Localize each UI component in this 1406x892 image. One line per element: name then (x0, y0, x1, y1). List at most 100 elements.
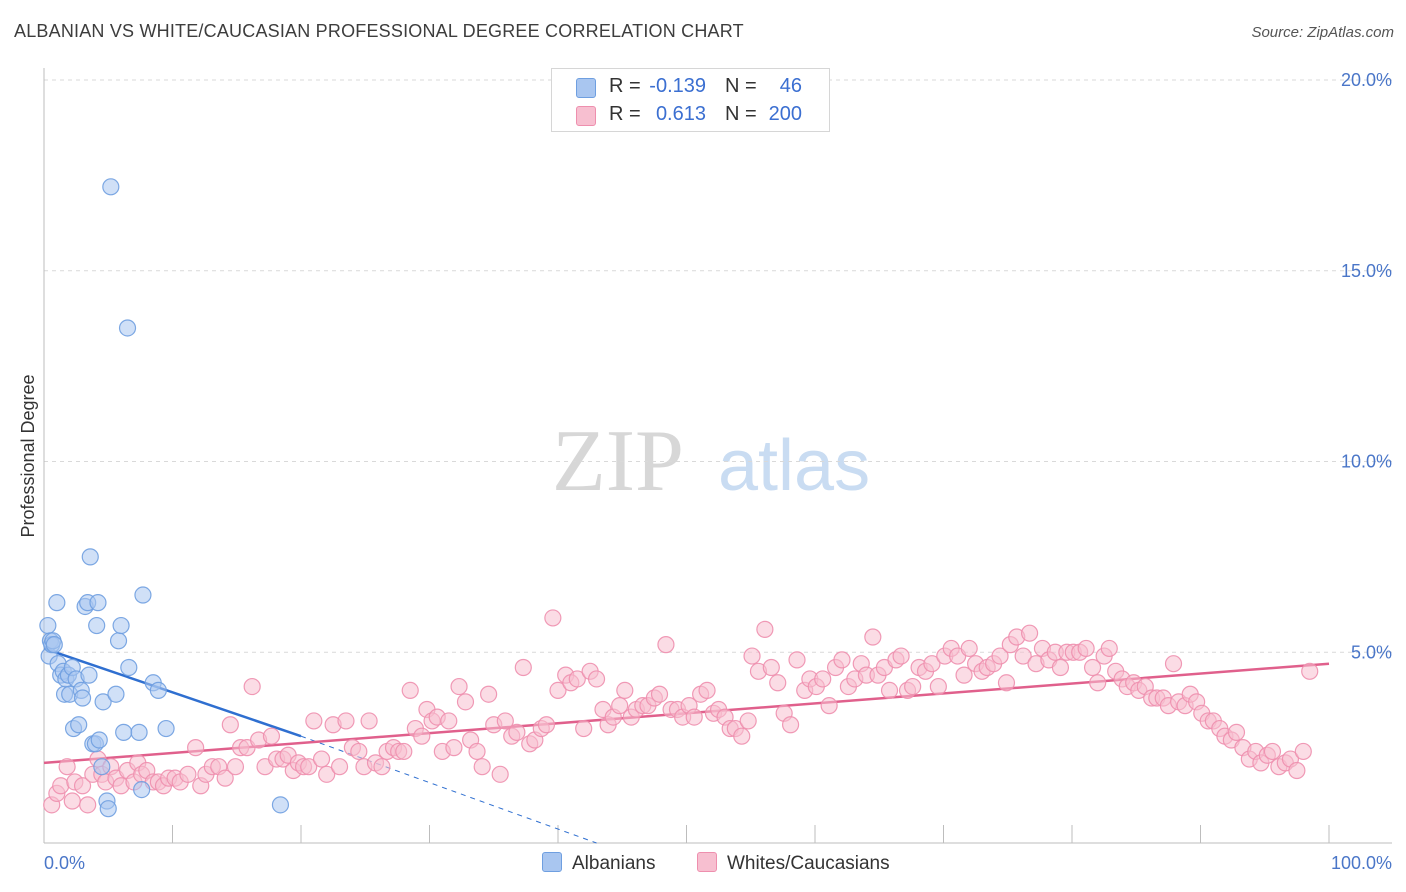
white-point (568, 670, 586, 688)
white-point (733, 727, 751, 745)
y-tick-label: 15.0% (1341, 261, 1392, 281)
white-point (318, 765, 336, 783)
white-point (997, 674, 1016, 692)
white-point (549, 681, 567, 700)
white-point (960, 639, 978, 658)
r-label: R = (609, 103, 641, 125)
white-point (1077, 639, 1095, 658)
y-tick-label: 10.0% (1341, 452, 1392, 472)
white-point (1294, 742, 1312, 761)
albanians-swatch (576, 78, 596, 98)
white-point (413, 727, 431, 745)
albanian-point (133, 780, 151, 799)
whites-legend-swatch (697, 852, 717, 872)
white-point (814, 670, 832, 688)
white-point (312, 750, 331, 768)
white-point (781, 716, 800, 734)
white-point (698, 681, 716, 700)
albanian-point (130, 723, 148, 741)
albanians-legend-swatch (542, 852, 562, 872)
white-point (1014, 647, 1032, 665)
white-point (788, 651, 806, 669)
white-point (221, 716, 239, 734)
white-point (739, 712, 757, 730)
white-point (187, 739, 205, 757)
white-point (769, 674, 787, 692)
white-point (305, 712, 323, 730)
white-point (73, 777, 92, 795)
y-tick-label: 20.0% (1341, 70, 1392, 90)
white-point (330, 758, 349, 776)
albanian-point (271, 796, 290, 814)
white-point (833, 651, 851, 669)
white-point (63, 792, 81, 810)
watermark-zip: ZIP (552, 413, 684, 510)
legend-item-albanians[interactable]: Albanians (542, 852, 655, 875)
albanians-legend-label: Albanians (572, 853, 656, 874)
white-point (216, 769, 234, 787)
white-point (491, 765, 509, 783)
white-point (373, 758, 391, 776)
white-point (820, 697, 838, 715)
n-value: 200 (768, 103, 802, 125)
white-point (360, 712, 378, 730)
white-point (1164, 655, 1183, 673)
r-value: -0.139 (649, 75, 706, 97)
white-point (450, 677, 468, 696)
white-point (456, 693, 475, 711)
white-point (1288, 761, 1306, 780)
n-value: 46 (779, 75, 802, 97)
white-point (616, 681, 634, 700)
white-point (514, 658, 532, 677)
albanian-point (99, 800, 117, 818)
albanian-point (112, 616, 130, 635)
white-point (395, 742, 413, 761)
white-point (350, 742, 368, 761)
albanian-point (118, 319, 137, 337)
white-point (904, 677, 922, 696)
white-point (496, 712, 514, 730)
legend-row-albanians: R = -0.139 N = 46 (552, 72, 829, 100)
legend-item-whites[interactable]: Whites/Caucasians (697, 852, 890, 875)
r-label: R = (609, 75, 641, 97)
albanian-point (115, 723, 133, 741)
albanian-point (157, 719, 175, 738)
albanian-point (94, 693, 112, 711)
white-point (955, 666, 973, 684)
white-point (1100, 639, 1118, 658)
albanian-point (134, 586, 152, 604)
white-point (52, 777, 70, 795)
albanian-point (45, 636, 63, 654)
x-tick-label: 100.0% (1331, 853, 1392, 873)
r-value: 0.613 (655, 103, 706, 125)
white-point (762, 658, 780, 677)
white-point (473, 758, 491, 776)
white-point (657, 636, 675, 654)
white-point (923, 655, 941, 673)
white-point (880, 681, 899, 700)
white-point (1020, 624, 1039, 642)
albanian-point (107, 685, 125, 703)
albanian-point (149, 681, 167, 700)
x-tick-label: 0.0% (44, 853, 85, 873)
albanian-point (90, 731, 108, 749)
chart-title: ALBANIAN VS WHITE/CAUCASIAN PROFESSIONAL… (14, 21, 744, 41)
white-point (544, 609, 562, 627)
albanian-point (88, 616, 106, 635)
y-axis-title: Professional Degree (18, 374, 38, 537)
albanian-point (89, 594, 107, 612)
albanians-trend-line (43, 647, 302, 738)
stats-legend: R = -0.139 N = 46 R = 0.613 N = 200 (551, 68, 830, 132)
white-point (243, 677, 261, 696)
white-point (58, 758, 76, 776)
n-label: N = (725, 75, 757, 97)
white-point (300, 758, 318, 776)
white-point (685, 708, 703, 726)
white-point (179, 765, 197, 783)
white-point (440, 712, 458, 730)
white-point (537, 716, 556, 734)
albanian-point (70, 716, 88, 734)
n-label: N = (725, 103, 757, 125)
white-point (991, 647, 1009, 665)
white-point (79, 796, 97, 814)
